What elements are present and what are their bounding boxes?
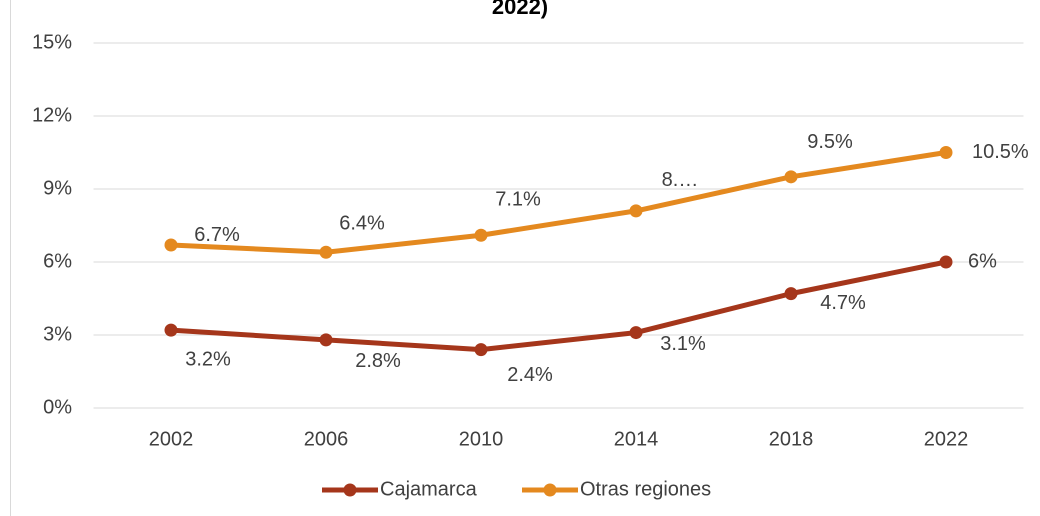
x-tick-label: 2006 xyxy=(304,428,349,450)
point xyxy=(784,170,798,184)
point xyxy=(629,204,643,218)
data-label: 8.… xyxy=(662,169,699,191)
legend-marker xyxy=(543,483,557,497)
data-label: 2.8% xyxy=(355,350,401,372)
data-label: 9.5% xyxy=(807,131,853,153)
point xyxy=(164,323,178,337)
data-label: 6.4% xyxy=(339,213,385,235)
point xyxy=(474,343,488,357)
x-tick-label: 2018 xyxy=(769,428,814,450)
y-tick-label: 3% xyxy=(43,323,72,345)
legend-marker xyxy=(343,483,357,497)
point xyxy=(939,255,953,269)
point xyxy=(939,146,953,159)
data-label: 4.7% xyxy=(820,292,866,314)
data-label: 6% xyxy=(968,250,997,272)
point xyxy=(319,333,333,347)
point xyxy=(474,228,488,242)
y-tick-label: 0% xyxy=(43,396,72,418)
data-label: 3.2% xyxy=(185,348,231,370)
data-label: 2.4% xyxy=(507,364,553,386)
point xyxy=(629,326,643,340)
chart-title: 2022) xyxy=(492,0,548,19)
y-tick-label: 9% xyxy=(43,177,72,199)
x-tick-label: 2010 xyxy=(459,428,504,450)
x-tick-label: 2014 xyxy=(614,428,659,450)
data-label: 10.5% xyxy=(972,141,1029,163)
data-label: 6.7% xyxy=(194,224,240,246)
point xyxy=(319,245,333,259)
legend-label: Otras regiones xyxy=(580,478,711,500)
series-line xyxy=(170,259,947,353)
y-tick-label: 12% xyxy=(32,104,72,126)
legend-label: Cajamarca xyxy=(380,478,478,500)
point xyxy=(164,238,178,252)
data-label: 7.1% xyxy=(495,189,541,211)
point xyxy=(784,287,798,301)
series-line xyxy=(170,150,947,255)
y-tick-label: 6% xyxy=(43,250,72,272)
data-label: 3.1% xyxy=(660,333,706,355)
chart-border xyxy=(10,0,11,516)
y-tick-label: 15% xyxy=(32,31,72,53)
x-tick-label: 2002 xyxy=(149,428,194,450)
x-tick-label: 2022 xyxy=(924,428,969,450)
